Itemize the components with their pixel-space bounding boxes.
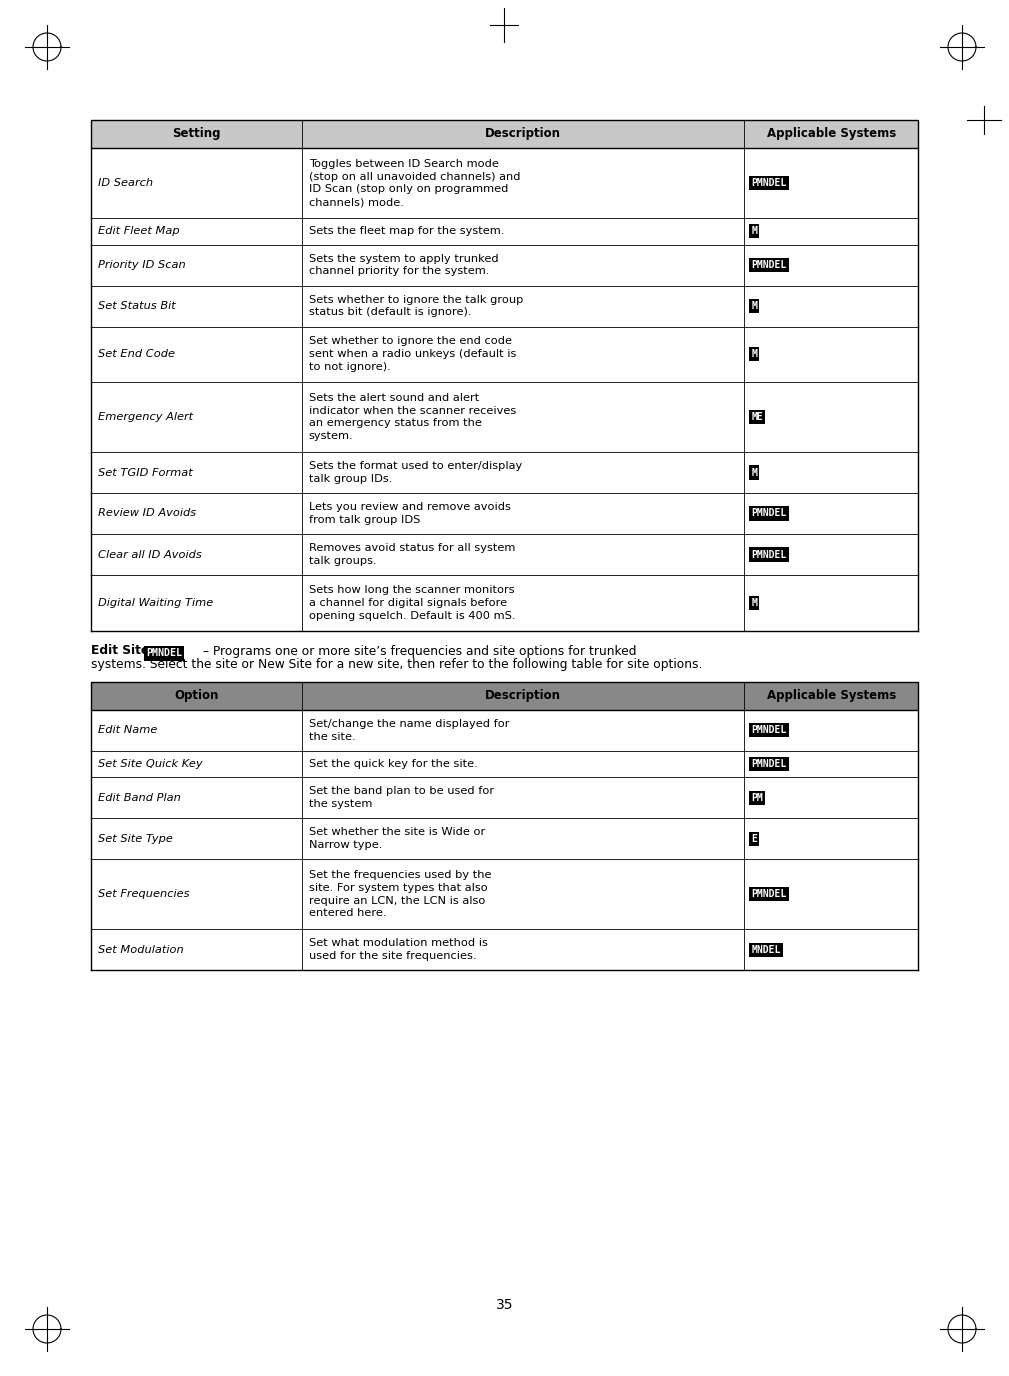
Bar — [91, 285, 918, 326]
Bar — [91, 819, 918, 859]
Bar — [91, 493, 918, 534]
Text: M: M — [752, 301, 757, 311]
Text: Emergency Alert: Emergency Alert — [98, 411, 193, 422]
Bar — [91, 383, 918, 451]
Bar — [91, 777, 918, 819]
Bar — [91, 681, 918, 710]
Text: Set Frequencies: Set Frequencies — [98, 889, 190, 900]
Text: Set Site Type: Set Site Type — [98, 834, 173, 843]
Bar — [91, 451, 918, 493]
Text: Set the quick key for the site.: Set the quick key for the site. — [309, 760, 477, 769]
Text: Digital Waiting Time: Digital Waiting Time — [98, 597, 213, 608]
Text: Sets whether to ignore the talk group
status bit (default is ignore).: Sets whether to ignore the talk group st… — [309, 294, 524, 318]
Text: Priority ID Scan: Priority ID Scan — [98, 260, 186, 270]
Text: Edit Name: Edit Name — [98, 725, 157, 735]
Text: Edit Site: Edit Site — [91, 644, 149, 658]
Bar — [91, 681, 918, 710]
Text: PMNDEL: PMNDEL — [752, 509, 787, 519]
Text: Toggles between ID Search mode
(stop on all unavoided channels) and
ID Scan (sto: Toggles between ID Search mode (stop on … — [309, 158, 521, 208]
Text: PMNDEL: PMNDEL — [146, 648, 182, 659]
Text: Edit Fleet Map: Edit Fleet Map — [98, 226, 180, 237]
Text: Description: Description — [485, 128, 561, 140]
Bar — [91, 149, 918, 217]
Text: Sets the system to apply trunked
channel priority for the system.: Sets the system to apply trunked channel… — [309, 253, 498, 277]
Text: M: M — [752, 468, 757, 477]
Bar — [91, 929, 918, 970]
Text: Set/change the name displayed for
the site.: Set/change the name displayed for the si… — [309, 718, 510, 742]
Text: Applicable Systems: Applicable Systems — [767, 689, 896, 702]
Text: Set Site Quick Key: Set Site Quick Key — [98, 760, 203, 769]
Text: Set Status Bit: Set Status Bit — [98, 301, 176, 311]
Text: Set the frequencies used by the
site. For system types that also
require an LCN,: Set the frequencies used by the site. Fo… — [309, 870, 491, 919]
Text: M: M — [752, 350, 757, 359]
Text: Applicable Systems: Applicable Systems — [767, 128, 896, 140]
Text: PMNDEL: PMNDEL — [752, 178, 787, 189]
Text: Sets how long the scanner monitors
a channel for digital signals before
opening : Sets how long the scanner monitors a cha… — [309, 585, 516, 621]
Text: M: M — [752, 226, 757, 237]
Bar — [91, 120, 918, 149]
Text: systems. Select the site or New Site for a new site, then refer to the following: systems. Select the site or New Site for… — [91, 658, 702, 670]
Text: Edit Band Plan: Edit Band Plan — [98, 793, 181, 802]
Text: 35: 35 — [495, 1298, 514, 1311]
Text: M: M — [752, 597, 757, 608]
Text: Sets the format used to enter/display
talk group IDs.: Sets the format used to enter/display ta… — [309, 461, 522, 484]
Bar — [91, 120, 918, 149]
Text: Removes avoid status for all system
talk groups.: Removes avoid status for all system talk… — [309, 544, 516, 566]
Text: PMNDEL: PMNDEL — [752, 260, 787, 270]
Bar — [91, 326, 918, 383]
Text: Set End Code: Set End Code — [98, 350, 175, 359]
Text: PM: PM — [752, 793, 763, 802]
Text: PMNDEL: PMNDEL — [752, 889, 787, 900]
Text: Set the band plan to be used for
the system: Set the band plan to be used for the sys… — [309, 786, 494, 809]
Text: Set whether the site is Wide or
Narrow type.: Set whether the site is Wide or Narrow t… — [309, 827, 485, 850]
Text: PMNDEL: PMNDEL — [752, 725, 787, 735]
Text: Set whether to ignore the end code
sent when a radio unkeys (default is
to not i: Set whether to ignore the end code sent … — [309, 337, 517, 372]
Text: ME: ME — [752, 411, 763, 422]
Bar — [91, 534, 918, 575]
Text: Set Modulation: Set Modulation — [98, 945, 184, 955]
Text: E: E — [752, 834, 757, 843]
Text: Review ID Avoids: Review ID Avoids — [98, 509, 196, 519]
Text: ID Search: ID Search — [98, 178, 153, 189]
Bar — [91, 575, 918, 630]
Bar — [91, 859, 918, 929]
Bar — [91, 245, 918, 285]
Bar — [91, 710, 918, 751]
Text: Sets the alert sound and alert
indicator when the scanner receives
an emergency : Sets the alert sound and alert indicator… — [309, 392, 517, 442]
Bar — [91, 751, 918, 777]
Text: – Programs one or more site’s frequencies and site options for trunked: – Programs one or more site’s frequencie… — [199, 644, 637, 658]
Text: Description: Description — [485, 689, 561, 702]
Text: Clear all ID Avoids: Clear all ID Avoids — [98, 549, 202, 560]
Text: Option: Option — [175, 689, 219, 702]
Text: PMNDEL: PMNDEL — [752, 549, 787, 560]
Bar — [91, 217, 918, 245]
Text: Set TGID Format: Set TGID Format — [98, 468, 193, 477]
Text: PMNDEL: PMNDEL — [752, 760, 787, 769]
Text: Lets you review and remove avoids
from talk group IDS: Lets you review and remove avoids from t… — [309, 502, 511, 524]
Text: MNDEL: MNDEL — [752, 945, 781, 955]
Text: Set what modulation method is
used for the site frequencies.: Set what modulation method is used for t… — [309, 938, 487, 962]
Text: Setting: Setting — [173, 128, 221, 140]
Text: Sets the fleet map for the system.: Sets the fleet map for the system. — [309, 226, 504, 237]
